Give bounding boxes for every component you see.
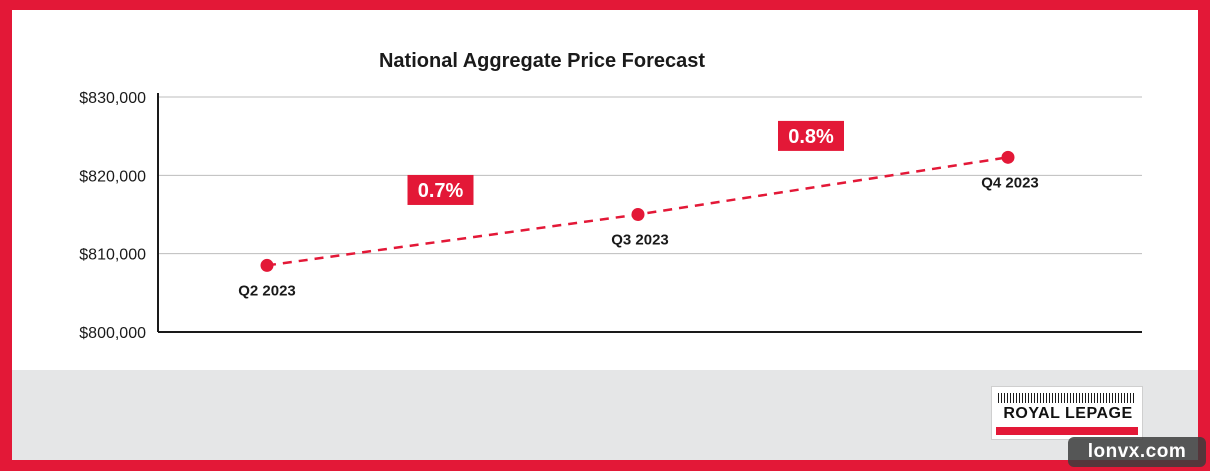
- data-point: [631, 208, 645, 221]
- chart-title: National Aggregate Price Forecast: [379, 50, 705, 72]
- data-point: [1001, 150, 1015, 164]
- line-chart: National Aggregate Price Forecast $800,0…: [79, 50, 1142, 342]
- change-callout-box: [407, 174, 474, 205]
- grid-layer: [157, 93, 1142, 333]
- y-tick-label: $810,000: [79, 247, 146, 264]
- x-point-label: Q4 2023: [981, 174, 1039, 191]
- logo-red-bar: [996, 427, 1138, 435]
- series-layer: Q2 2023 Q3 2023 Q4 2023 0.7% 0.8%: [238, 120, 1039, 299]
- logo-wordmark: ROYAL LEPAGE: [1003, 405, 1133, 422]
- x-point-label: Q2 2023: [238, 282, 296, 299]
- logo-barcode-icon: [998, 393, 1136, 403]
- data-point: [260, 258, 274, 272]
- change-callout-label: 0.8%: [788, 126, 834, 148]
- chart-panel: National Aggregate Price Forecast $800,0…: [12, 10, 1198, 460]
- y-tick-label: $830,000: [79, 90, 146, 107]
- y-tick-label: $800,000: [79, 325, 146, 342]
- y-tick-label: $820,000: [79, 168, 146, 185]
- change-callout-box: [778, 120, 844, 151]
- watermark: lonvx.com: [1068, 437, 1206, 467]
- change-callout-label: 0.7%: [418, 180, 464, 202]
- royal-lepage-logo: ROYAL LEPAGE: [991, 386, 1143, 440]
- y-axis-ticks: $800,000 $810,000 $820,000 $830,000: [79, 90, 146, 342]
- x-point-label: Q3 2023: [611, 232, 669, 249]
